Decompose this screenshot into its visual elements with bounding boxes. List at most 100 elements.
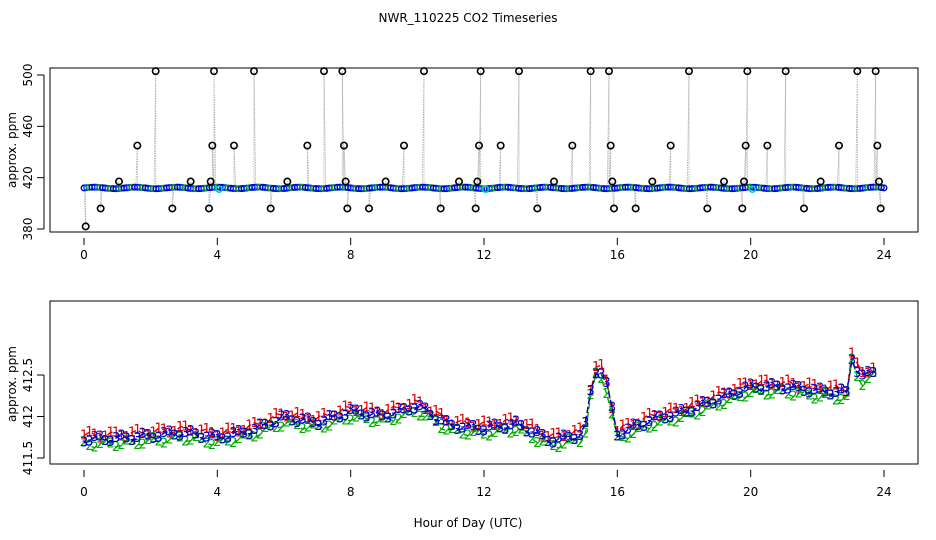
series-2-marker: 2 <box>459 427 467 442</box>
top-y-tick-label: 500 <box>21 64 35 87</box>
series-3-marker: 3 <box>448 419 456 434</box>
series-1-marker: 1 <box>725 388 733 403</box>
series-1-marker: 1 <box>277 408 285 423</box>
series-1-marker: 1 <box>219 427 227 442</box>
top-spike-point <box>230 141 239 150</box>
series-3-marker: 3 <box>197 432 205 447</box>
series-3-marker: 3 <box>432 414 440 429</box>
series-1-marker: 1 <box>363 401 371 416</box>
series-2-marker: 2 <box>304 421 312 436</box>
series-2-marker: 2 <box>560 438 568 453</box>
series-3-marker: 3 <box>160 426 168 441</box>
series-2-marker: 2 <box>192 430 200 445</box>
series-1-marker: 1 <box>485 415 493 430</box>
series-2-marker: 2 <box>709 397 717 412</box>
series-1-marker: 1 <box>336 405 344 420</box>
series-3-marker: 3 <box>565 431 573 446</box>
top-plot-frame <box>49 67 919 233</box>
series-3-marker: 3 <box>213 429 221 444</box>
series-2-marker: 2 <box>283 416 291 431</box>
series-2-marker: 2 <box>811 393 819 408</box>
series-1-marker: 1 <box>315 410 323 425</box>
series-2-marker: 2 <box>533 436 541 451</box>
series-2-marker: 2 <box>107 437 115 452</box>
series-2-marker: 2 <box>165 433 173 448</box>
series-3-marker: 3 <box>832 386 840 401</box>
series-1-marker: 1 <box>549 427 557 442</box>
series-2-marker: 2 <box>347 414 355 429</box>
series-1-marker: 1 <box>512 415 520 430</box>
series-3-marker: 3 <box>224 432 232 447</box>
series-1-marker: 1 <box>165 426 173 441</box>
series-1-marker: 1 <box>805 377 813 392</box>
series-1-marker: 1 <box>581 416 589 431</box>
series-1-marker: 1 <box>811 378 819 393</box>
series-1-marker: 1 <box>379 408 387 423</box>
series-1-marker: 1 <box>453 415 461 430</box>
series-3-marker: 3 <box>277 410 285 425</box>
series-3-marker: 3 <box>443 414 451 429</box>
series-2-marker: 2 <box>160 436 168 451</box>
top-spike-point <box>454 177 463 186</box>
series-3-marker: 3 <box>720 387 728 402</box>
series-2-marker: 2 <box>373 415 381 430</box>
top-data-layer <box>80 67 888 231</box>
series-2-marker: 2 <box>864 372 872 387</box>
series-2-marker: 2 <box>325 420 333 435</box>
series-1-marker: 1 <box>629 419 637 434</box>
series-2-marker: 2 <box>96 437 104 452</box>
series-2-marker: 2 <box>581 427 589 442</box>
series-1-marker: 1 <box>624 417 632 432</box>
series-2-marker: 2 <box>213 435 221 450</box>
top-spike-point <box>871 67 880 76</box>
series-3-marker: 3 <box>624 422 632 437</box>
series-1-marker: 1 <box>91 427 99 442</box>
series-2-marker: 2 <box>715 399 723 414</box>
series-3-marker: 3 <box>773 380 781 395</box>
series-3-marker: 3 <box>293 416 301 431</box>
series-1-marker: 1 <box>832 378 840 393</box>
series-2-marker: 2 <box>133 438 141 453</box>
top-baseline-point <box>880 184 888 192</box>
series-2-marker: 2 <box>731 388 739 403</box>
series-3-marker: 3 <box>539 428 547 443</box>
series-1-marker: 1 <box>352 405 360 420</box>
series-2-marker: 2 <box>624 431 632 446</box>
series-3-marker: 3 <box>491 418 499 433</box>
series-3-marker: 3 <box>784 383 792 398</box>
bottom-x-tick-label: 8 <box>347 485 355 499</box>
series-3-marker: 3 <box>496 421 504 436</box>
top-spike-point <box>436 204 445 213</box>
series-3-marker: 3 <box>635 419 643 434</box>
series-1-marker: 1 <box>421 403 429 418</box>
series-3-marker: 3 <box>869 366 877 381</box>
series-3-marker: 3 <box>576 429 584 444</box>
top-spike-point <box>496 141 505 150</box>
series-2-marker: 2 <box>507 427 515 442</box>
series-1-marker: 1 <box>187 425 195 440</box>
series-2-marker: 2 <box>848 353 856 368</box>
series-2-marker: 2 <box>85 439 93 454</box>
series-2-marker: 2 <box>235 432 243 447</box>
series-2-marker: 2 <box>597 372 605 387</box>
series-3-marker: 3 <box>347 403 355 418</box>
series-1-marker: 1 <box>144 429 152 444</box>
series-2-marker: 2 <box>149 431 157 446</box>
series-3-marker: 3 <box>688 406 696 421</box>
bottom-x-tick-label: 4 <box>214 485 222 499</box>
series-1-marker: 1 <box>117 429 125 444</box>
bottom-y-tick-label: 412.5 <box>21 358 35 392</box>
series-3-marker: 3 <box>389 408 397 423</box>
series-3-marker: 3 <box>352 403 360 418</box>
series-1-marker: 1 <box>523 418 531 433</box>
top-y-tick-label: 460 <box>21 115 35 138</box>
top-x-tick-label: 12 <box>476 248 491 262</box>
series-3-marker: 3 <box>155 431 163 446</box>
series-1-marker: 1 <box>752 379 760 394</box>
series-2-marker: 2 <box>816 391 824 406</box>
series-3-marker: 3 <box>736 387 744 402</box>
top-spike-point <box>873 141 882 150</box>
top-spike-point <box>339 141 348 150</box>
series-3-marker: 3 <box>336 412 344 427</box>
series-3-marker: 3 <box>181 426 189 441</box>
